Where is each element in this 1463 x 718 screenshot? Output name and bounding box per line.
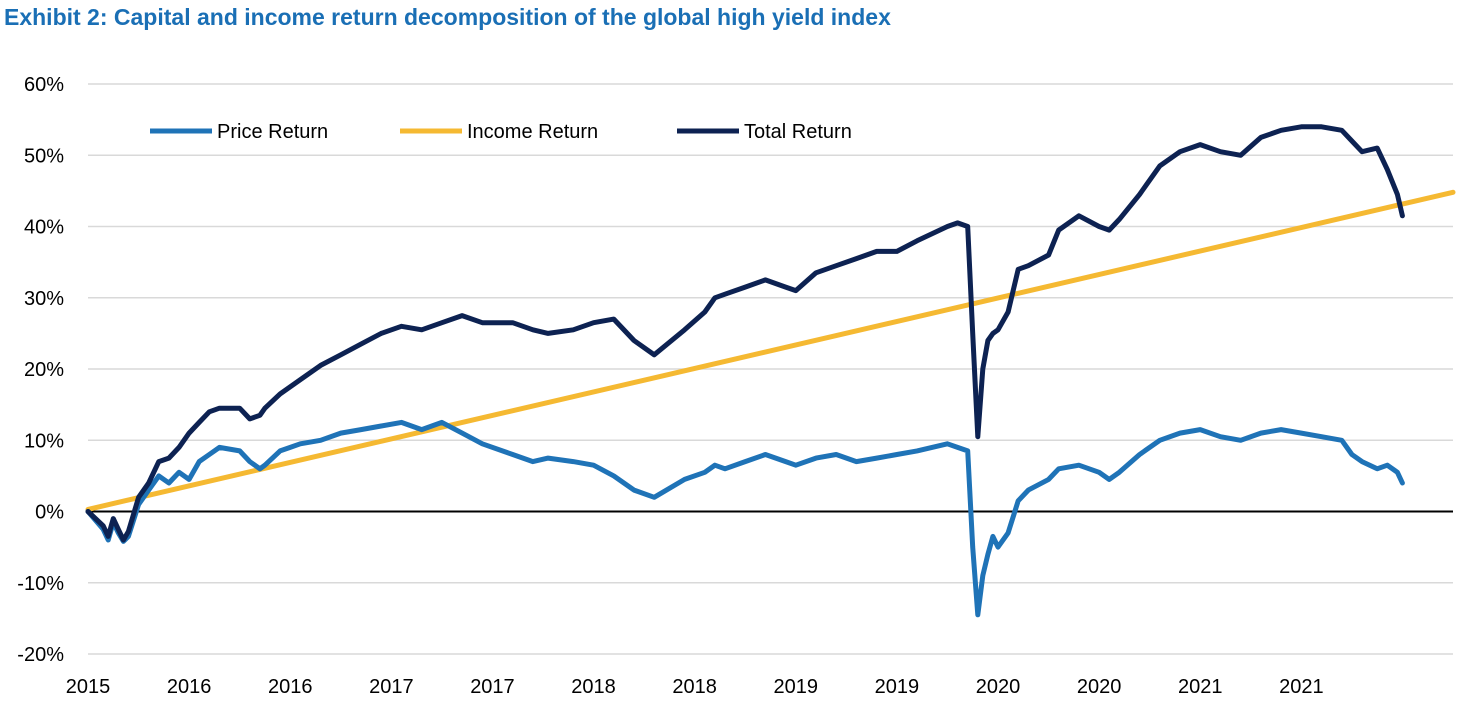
x-tick-label: 2020 xyxy=(1077,676,1122,698)
y-tick-label: 60% xyxy=(24,74,64,96)
legend-label-income: Income Return xyxy=(467,121,598,143)
y-tick-label: -10% xyxy=(17,573,64,595)
x-tick-label: 2015 xyxy=(66,676,111,698)
legend-label-price: Price Return xyxy=(217,121,328,143)
x-tick-label: 2021 xyxy=(1178,676,1223,698)
y-tick-label: 20% xyxy=(24,359,64,381)
series-lines xyxy=(85,124,1456,618)
x-tick-label: 2016 xyxy=(167,676,212,698)
x-axis-tick-labels: 2015 2016 2016 2017 2017 2018 2018 2019 2019 2020… xyxy=(66,676,1324,698)
x-tick-label: 2020 xyxy=(976,676,1021,698)
x-tick-label: 2017 xyxy=(470,676,515,698)
y-axis-tick-labels: 60% 50% 40% 30% 20% 10% 0% -10% -20% xyxy=(17,74,64,666)
x-tick-label: 2021 xyxy=(1279,676,1324,698)
chart-title: Exhibit 2: Capital and income return dec… xyxy=(4,4,891,30)
series-line-total xyxy=(85,124,1405,543)
y-tick-label: -20% xyxy=(17,644,64,666)
legend-label-total: Total Return xyxy=(744,121,852,143)
x-tick-label: 2017 xyxy=(369,676,414,698)
y-tick-label: 10% xyxy=(24,430,64,452)
x-tick-label: 2016 xyxy=(268,676,313,698)
legend: Price Return Income Return Total Return xyxy=(150,121,852,143)
y-tick-label: 40% xyxy=(24,217,64,239)
y-tick-label: 30% xyxy=(24,288,64,310)
y-tick-label: 50% xyxy=(24,145,64,167)
x-tick-label: 2019 xyxy=(774,676,819,698)
grid-lines xyxy=(88,83,1453,655)
x-tick-label: 2018 xyxy=(571,676,616,698)
series-line-price xyxy=(85,419,1405,618)
y-tick-label: 0% xyxy=(35,502,64,524)
series-line-income xyxy=(85,189,1456,512)
x-tick-label: 2018 xyxy=(672,676,717,698)
x-tick-label: 2019 xyxy=(875,676,920,698)
